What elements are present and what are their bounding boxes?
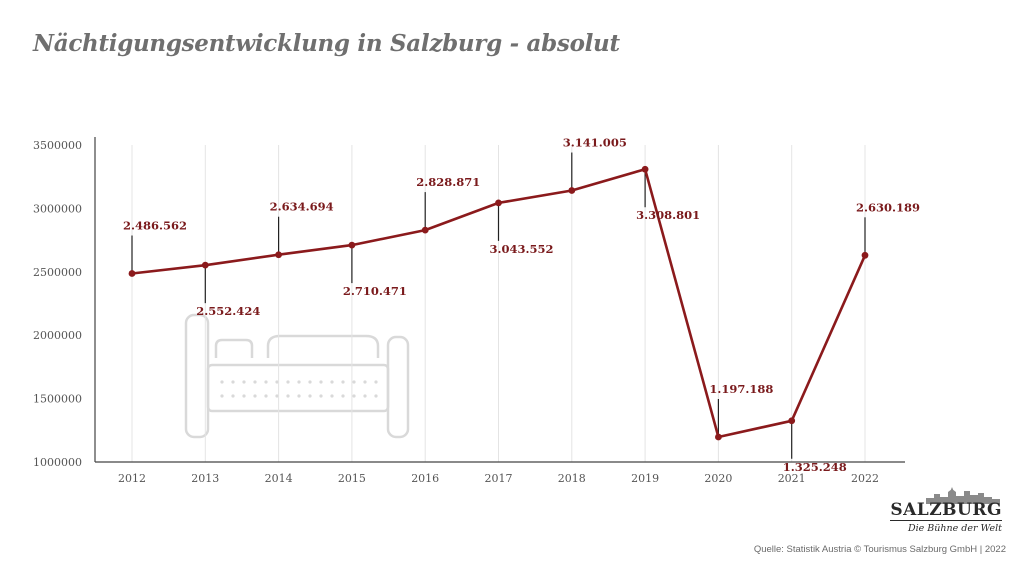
x-tick-label: 2017 bbox=[485, 472, 513, 485]
bed-dot bbox=[264, 380, 268, 384]
x-tick-label: 2019 bbox=[631, 472, 659, 485]
data-point bbox=[275, 251, 282, 259]
bed-dot bbox=[253, 394, 257, 398]
salzburg-skyline-icon bbox=[926, 487, 1000, 504]
data-point bbox=[201, 261, 209, 269]
data-point bbox=[348, 241, 356, 249]
bed-icon bbox=[184, 313, 410, 439]
data-point bbox=[421, 226, 429, 234]
y-tick-label: 3500000 bbox=[33, 139, 82, 152]
data-point bbox=[568, 187, 576, 194]
data-point bbox=[788, 417, 796, 425]
x-tick-label: 2021 bbox=[778, 472, 806, 485]
data-label: 2.552.424 bbox=[196, 304, 260, 318]
x-tick-label: 2015 bbox=[338, 472, 366, 485]
x-tick-label: 2022 bbox=[851, 472, 879, 485]
bed-dot bbox=[242, 394, 246, 398]
bed-dot bbox=[253, 380, 257, 384]
x-tick-label: 2012 bbox=[118, 472, 146, 485]
bed-dot bbox=[352, 394, 356, 398]
logo-wordmark: SALZBURG bbox=[890, 500, 1002, 521]
bed-dot bbox=[330, 394, 334, 398]
data-label: 1.197.188 bbox=[709, 382, 773, 396]
bed-dot bbox=[286, 394, 290, 398]
bed-dot bbox=[220, 394, 224, 398]
x-tick-label: 2014 bbox=[265, 472, 293, 485]
data-labels: 2.486.562 2.552.424 2.634.694 2.710.471 2.82… bbox=[123, 136, 920, 474]
salzburg-logo: SALZBURG Die Bühne der Welt bbox=[890, 486, 1002, 534]
data-point bbox=[861, 251, 869, 259]
bed-dot bbox=[363, 380, 367, 384]
x-tick-label: 2016 bbox=[411, 472, 439, 485]
bed-dot bbox=[286, 380, 290, 384]
data-label: 3.141.005 bbox=[563, 136, 627, 150]
data-label: 2.828.871 bbox=[416, 175, 480, 189]
data-point bbox=[495, 199, 502, 207]
data-label: 3.043.552 bbox=[490, 242, 554, 256]
bed-dot bbox=[297, 380, 301, 384]
bed-dot bbox=[308, 380, 312, 384]
bed-dot bbox=[275, 394, 279, 398]
source-note: Quelle: Statistik Austria © Tourismus Sa… bbox=[753, 544, 1006, 555]
data-label: 2.486.562 bbox=[123, 219, 187, 233]
bed-dot bbox=[341, 394, 345, 398]
axes bbox=[94, 137, 905, 463]
x-tick-label: 2013 bbox=[191, 472, 219, 485]
bed-dot bbox=[374, 380, 378, 384]
bed-dot bbox=[319, 394, 323, 398]
bed-dot bbox=[330, 380, 334, 384]
data-point bbox=[641, 165, 649, 173]
bed-dot bbox=[352, 380, 356, 384]
x-tick-label: 2020 bbox=[704, 472, 732, 485]
data-label: 3.308.801 bbox=[636, 208, 700, 222]
bed-dot bbox=[341, 380, 345, 384]
bed-dot bbox=[374, 394, 378, 398]
bed-dot bbox=[319, 380, 323, 384]
chart-title: Nächtigungsentwicklung in Salzburg - abs… bbox=[33, 30, 620, 57]
data-point bbox=[128, 270, 136, 277]
bed-dot bbox=[231, 394, 235, 398]
y-axis-ticks: 1000000 1500000 2000000 2500000 3000000 35000… bbox=[33, 139, 82, 469]
data-label: 1.325.248 bbox=[783, 460, 847, 474]
y-tick-label: 2500000 bbox=[33, 266, 82, 279]
data-label: 2.634.694 bbox=[270, 200, 334, 214]
y-tick-label: 3000000 bbox=[33, 202, 82, 215]
data-points bbox=[128, 165, 869, 441]
logo-tagline: Die Bühne der Welt bbox=[907, 523, 1002, 534]
x-axis-ticks: 2012 2013 2014 2015 2016 2017 2018 2019 2020 2021… bbox=[118, 472, 879, 485]
y-tick-label: 1000000 bbox=[33, 456, 82, 469]
bed-dot bbox=[363, 394, 367, 398]
bed-dot bbox=[220, 380, 224, 384]
label-leader-lines bbox=[131, 152, 866, 459]
y-tick-label: 1500000 bbox=[33, 393, 82, 406]
data-label: 2.710.471 bbox=[343, 284, 407, 298]
bed-dot bbox=[231, 380, 235, 384]
y-tick-label: 2000000 bbox=[33, 329, 82, 342]
data-point bbox=[715, 433, 722, 441]
bed-dot bbox=[275, 380, 279, 384]
bed-dot bbox=[264, 394, 268, 398]
bed-dot bbox=[308, 394, 312, 398]
bed-dot bbox=[297, 394, 301, 398]
data-label: 2.630.189 bbox=[856, 200, 920, 214]
bed-dot bbox=[242, 380, 246, 384]
x-tick-label: 2018 bbox=[558, 472, 586, 485]
